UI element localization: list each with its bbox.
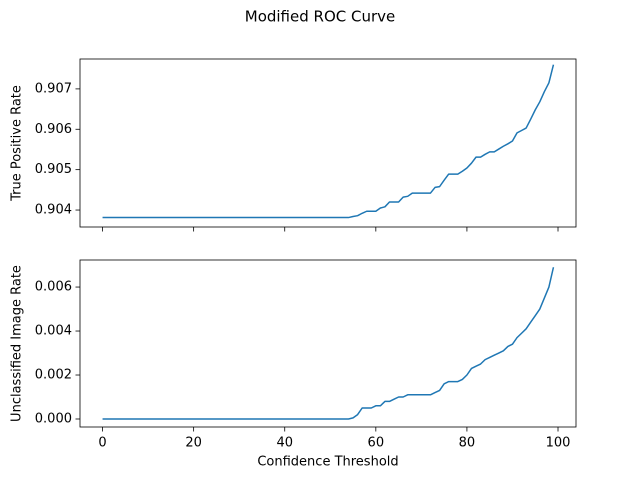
x-tick-label: 80 [459, 436, 476, 451]
y-tick-label: 0.907 [35, 81, 72, 96]
axes-frame [79, 58, 577, 228]
y-tick-label: 0.905 [35, 162, 72, 177]
y-axis-label: True Positive Rate [10, 85, 25, 202]
y-tick-label: 0.004 [35, 324, 72, 339]
x-tick-label: 60 [368, 436, 385, 451]
x-tick-label: 100 [546, 436, 571, 451]
x-tick-label: 20 [185, 436, 202, 451]
y-axis-label: Unclassified Image Rate [10, 265, 25, 422]
data-line [102, 64, 555, 219]
axes-frame [79, 259, 577, 428]
x-tick-label: 40 [276, 436, 293, 451]
figure-title: Modified ROC Curve [245, 8, 396, 26]
y-tick-label: 0.000 [35, 411, 72, 426]
y-tick-label: 0.006 [35, 280, 72, 295]
y-tick-label: 0.002 [35, 368, 72, 383]
data-line [102, 267, 555, 420]
y-tick-label: 0.906 [35, 122, 72, 137]
y-tick-label: 0.904 [35, 203, 72, 218]
x-tick-label: 0 [98, 436, 106, 451]
x-axis-label: Confidence Threshold [257, 455, 398, 470]
